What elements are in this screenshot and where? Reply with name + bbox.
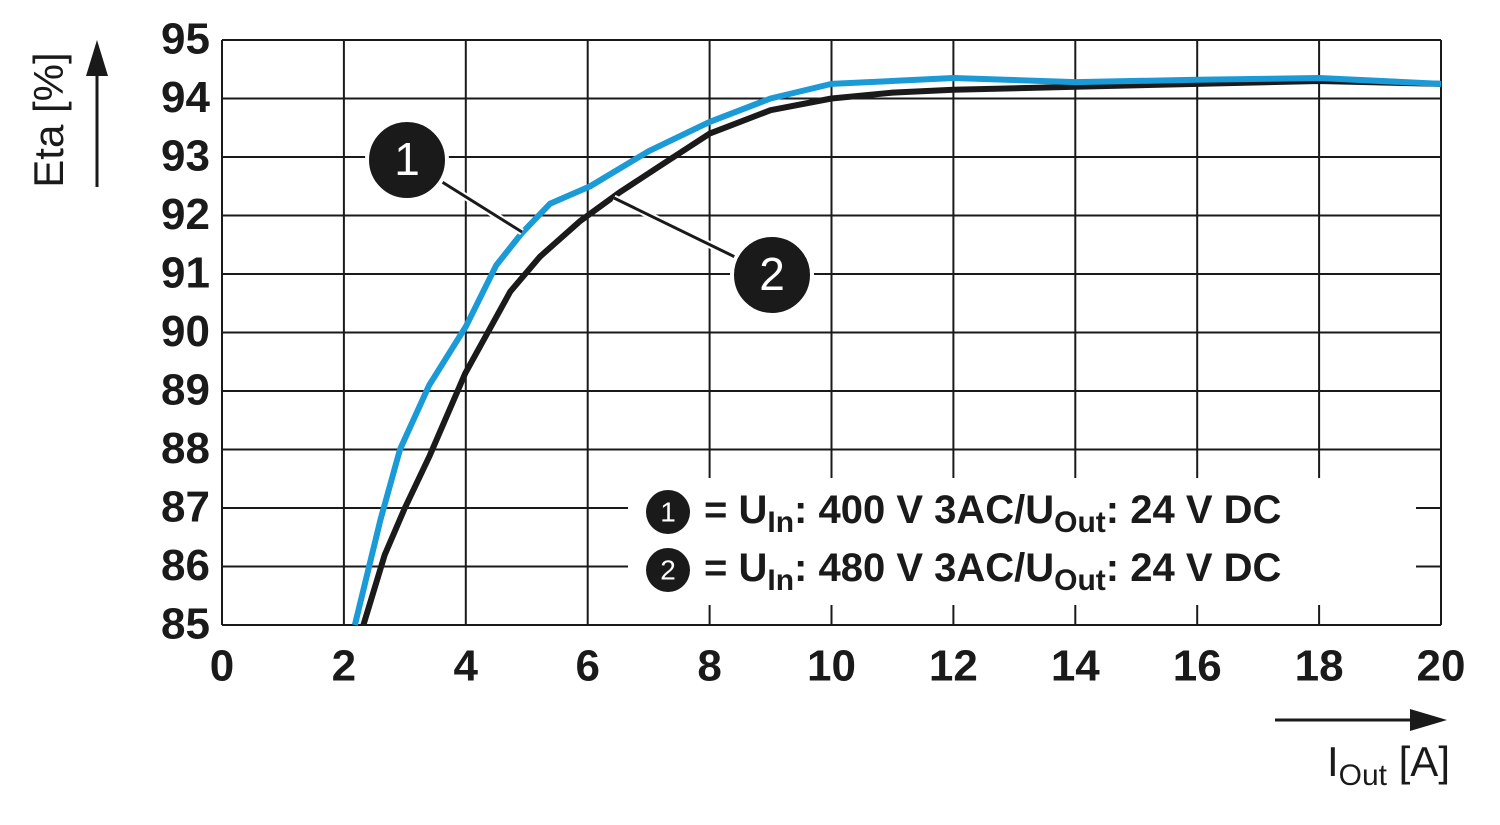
x-label-main: I <box>1327 738 1339 785</box>
callout-circle <box>730 233 814 317</box>
y-tick-label: 86 <box>161 541 210 590</box>
x-tick-label: 12 <box>929 642 978 691</box>
legend-label-sub: In <box>767 564 794 597</box>
legend-marker-number: 1 <box>660 496 676 527</box>
legend-marker <box>646 548 690 592</box>
legend-label-sub: Out <box>1054 506 1106 539</box>
legend-label: = UIn: 480 V 3AC/UOut: 24 V DC <box>704 546 1281 597</box>
y-tick-label: 90 <box>161 307 210 356</box>
callout-circle <box>365 118 449 202</box>
y-axis-label: Eta [%] <box>25 52 72 187</box>
legend-label-part: = U <box>704 488 767 532</box>
x-tick-label: 10 <box>807 642 856 691</box>
x-tick-label: 20 <box>1417 642 1466 691</box>
y-tick-label: 89 <box>161 366 210 415</box>
x-tick-label: 4 <box>454 642 479 691</box>
series-line <box>360 77 1442 626</box>
legend-marker <box>646 490 690 534</box>
y-arrow-head <box>86 40 108 76</box>
y-tick-label: 92 <box>161 190 210 239</box>
legend-label-part: : 24 V DC <box>1106 488 1282 532</box>
legend-box <box>628 478 1416 605</box>
legend-label: = UIn: 400 V 3AC/UOut: 24 V DC <box>704 488 1281 539</box>
callout-number: 2 <box>759 248 785 300</box>
x-label-unit: [A] <box>1387 738 1450 785</box>
legend-label-part: = U <box>704 546 767 590</box>
legend-label-part: : 480 V 3AC/U <box>794 546 1054 590</box>
legend-marker-number: 2 <box>660 554 676 585</box>
legend-label-part: : 400 V 3AC/U <box>794 488 1054 532</box>
y-tick-label: 91 <box>161 249 210 298</box>
x-tick-label: 8 <box>697 642 721 691</box>
x-label-sub: Out <box>1339 759 1388 792</box>
y-tick-label: 87 <box>161 483 210 532</box>
y-tick-label: 95 <box>161 15 210 64</box>
callout-number: 1 <box>394 133 420 185</box>
legend-label-sub: In <box>767 506 794 539</box>
x-tick-label: 6 <box>575 642 599 691</box>
x-axis-label: IOut [A] <box>1327 738 1450 792</box>
y-tick-label: 85 <box>161 600 210 649</box>
x-arrow-head <box>1410 709 1447 731</box>
x-tick-label: 16 <box>1173 642 1222 691</box>
y-tick-label: 93 <box>161 132 210 181</box>
x-tick-label: 18 <box>1295 642 1344 691</box>
y-tick-label: 94 <box>161 73 210 122</box>
x-tick-label: 0 <box>210 642 234 691</box>
legend-label-part: : 24 V DC <box>1106 546 1282 590</box>
y-tick-label: 88 <box>161 424 210 473</box>
legend-label-sub: Out <box>1054 564 1106 597</box>
series-line <box>351 75 1442 626</box>
x-tick-label: 2 <box>332 642 356 691</box>
x-tick-label: 14 <box>1051 642 1100 691</box>
